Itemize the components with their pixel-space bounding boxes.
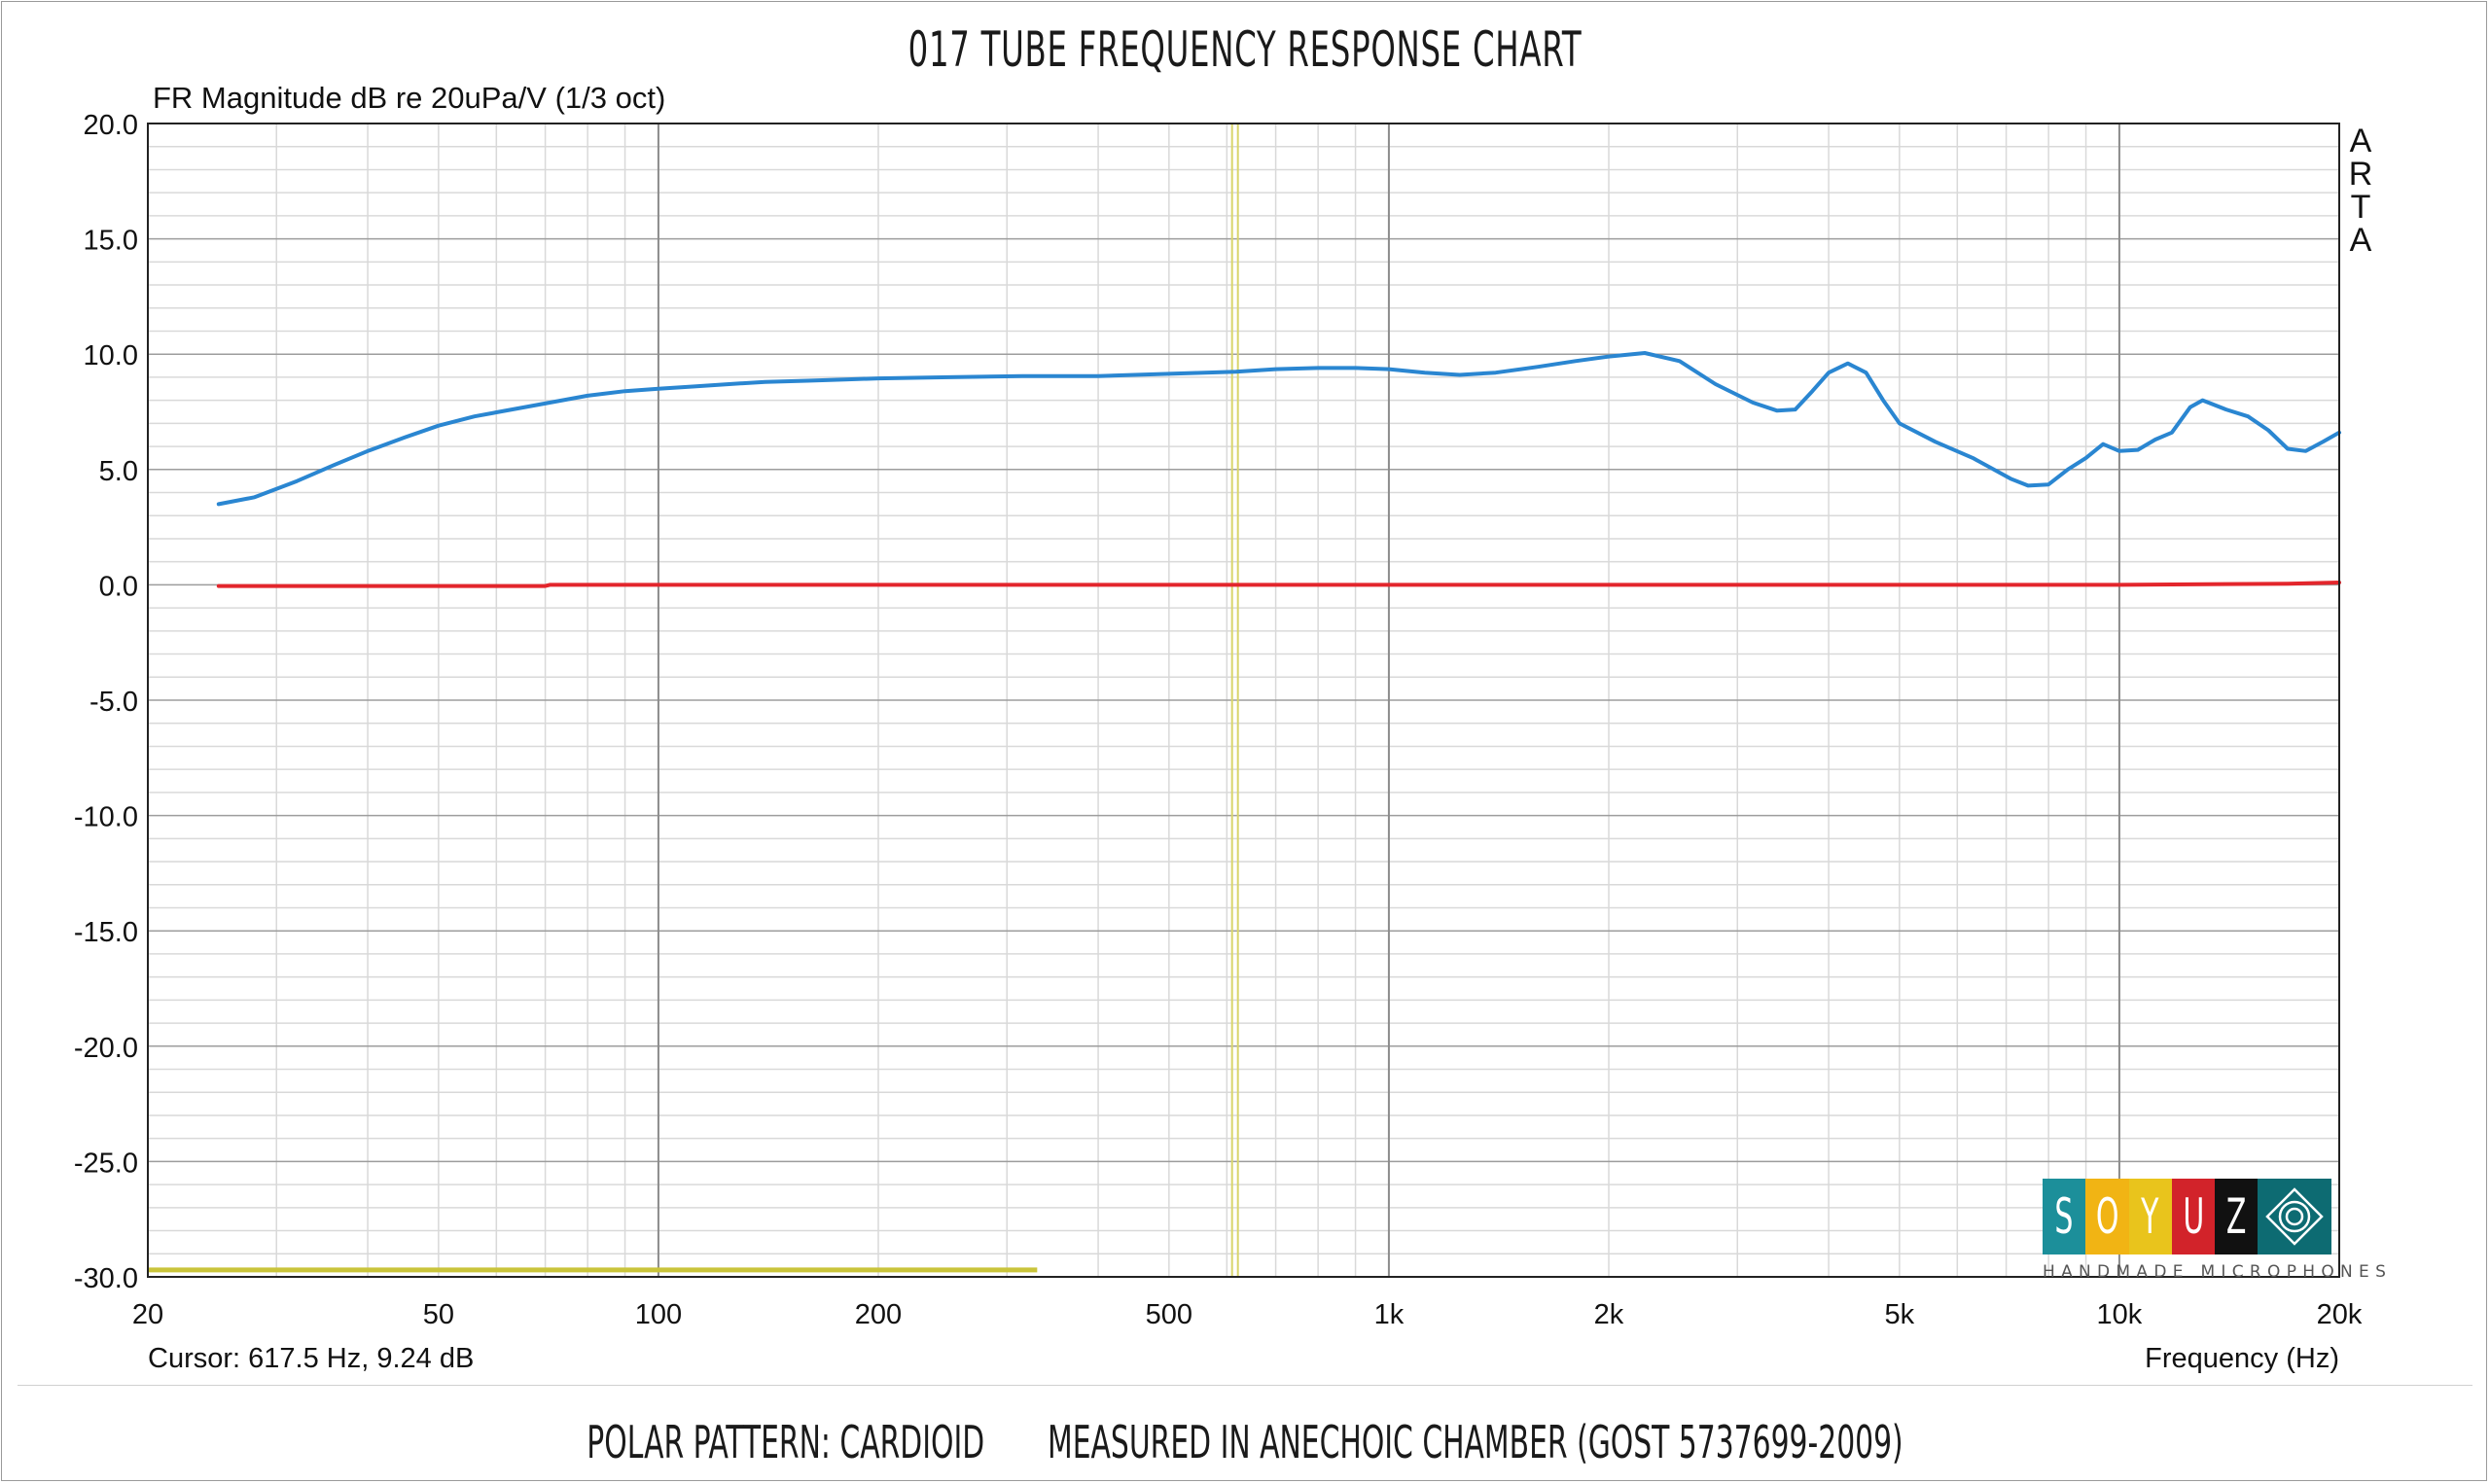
- y-tick-label: -10.0: [74, 802, 138, 833]
- arta-letter: R: [2349, 156, 2373, 193]
- grid-minor: [147, 124, 2340, 1277]
- x-tick-label: 2k: [1594, 1299, 1624, 1330]
- x-axis-label: Frequency (Hz): [2145, 1343, 2339, 1374]
- x-tick-label: 1k: [1374, 1299, 1405, 1330]
- y-tick-label: -25.0: [74, 1148, 138, 1179]
- y-tick-label: -5.0: [89, 687, 138, 718]
- y-tick-label: 20.0: [84, 110, 138, 141]
- logo-letter-text: O: [2095, 1188, 2119, 1245]
- y-tick-label: 5.0: [99, 456, 138, 487]
- y-tick-label: -20.0: [74, 1033, 138, 1064]
- x-tick-label: 20k: [2317, 1299, 2363, 1330]
- polar-pattern-text: POLAR PATTERN: CARDIOID: [587, 1416, 985, 1468]
- y-tick-label: -30.0: [74, 1263, 138, 1294]
- arta-letter: A: [2350, 123, 2372, 159]
- chart-title: 017 TUBE FREQUENCY RESPONSE CHART: [907, 21, 1583, 78]
- logo-letter-text: Z: [2226, 1188, 2247, 1245]
- logo-letter-text: Y: [2141, 1188, 2159, 1245]
- x-tick-label: 200: [855, 1299, 902, 1330]
- y-axis-label: FR Magnitude dB re 20uPa/V (1/3 oct): [153, 81, 665, 115]
- x-tick-label: 100: [635, 1299, 682, 1330]
- plot-border: [147, 123, 2340, 1278]
- x-tick-label: 5k: [1885, 1299, 1915, 1330]
- logo-letter-text: U: [2183, 1188, 2205, 1245]
- response-curve: [216, 351, 2341, 507]
- logo-letter: S: [2043, 1179, 2086, 1254]
- logo-letter: O: [2085, 1179, 2129, 1254]
- logo-letter: U: [2171, 1179, 2216, 1254]
- arta-letter: A: [2350, 222, 2372, 259]
- footer-info: POLAR PATTERN: CARDIOID MEASURED IN ANECH…: [348, 1416, 2141, 1468]
- y-tick-label: -15.0: [74, 917, 138, 948]
- x-tick-label: 10k: [2097, 1299, 2143, 1330]
- logo-letter: Z: [2215, 1179, 2259, 1254]
- arta-letter: T: [2351, 189, 2371, 226]
- footer-divider: [18, 1385, 2472, 1386]
- y-tick-label: 10.0: [84, 340, 138, 371]
- reference-curve: [216, 581, 2341, 588]
- logo-letter: Y: [2128, 1179, 2172, 1254]
- y-tick-label: 15.0: [84, 226, 138, 257]
- x-tick-label: 500: [1146, 1299, 1192, 1330]
- logo-tagline: HANDMADE MICROPHONES: [2043, 1262, 2393, 1282]
- logo-emblem-icon: [2258, 1179, 2332, 1254]
- x-tick-label: 20: [132, 1299, 163, 1330]
- x-tick-label: 50: [423, 1299, 454, 1330]
- measurement-text: MEASURED IN ANECHOIC CHAMBER (GOST 57376…: [1047, 1416, 1903, 1468]
- y-tick-label: 0.0: [99, 571, 138, 602]
- cursor-readout: Cursor: 617.5 Hz, 9.24 dB: [148, 1343, 474, 1374]
- logo-letter-text: S: [2054, 1188, 2074, 1245]
